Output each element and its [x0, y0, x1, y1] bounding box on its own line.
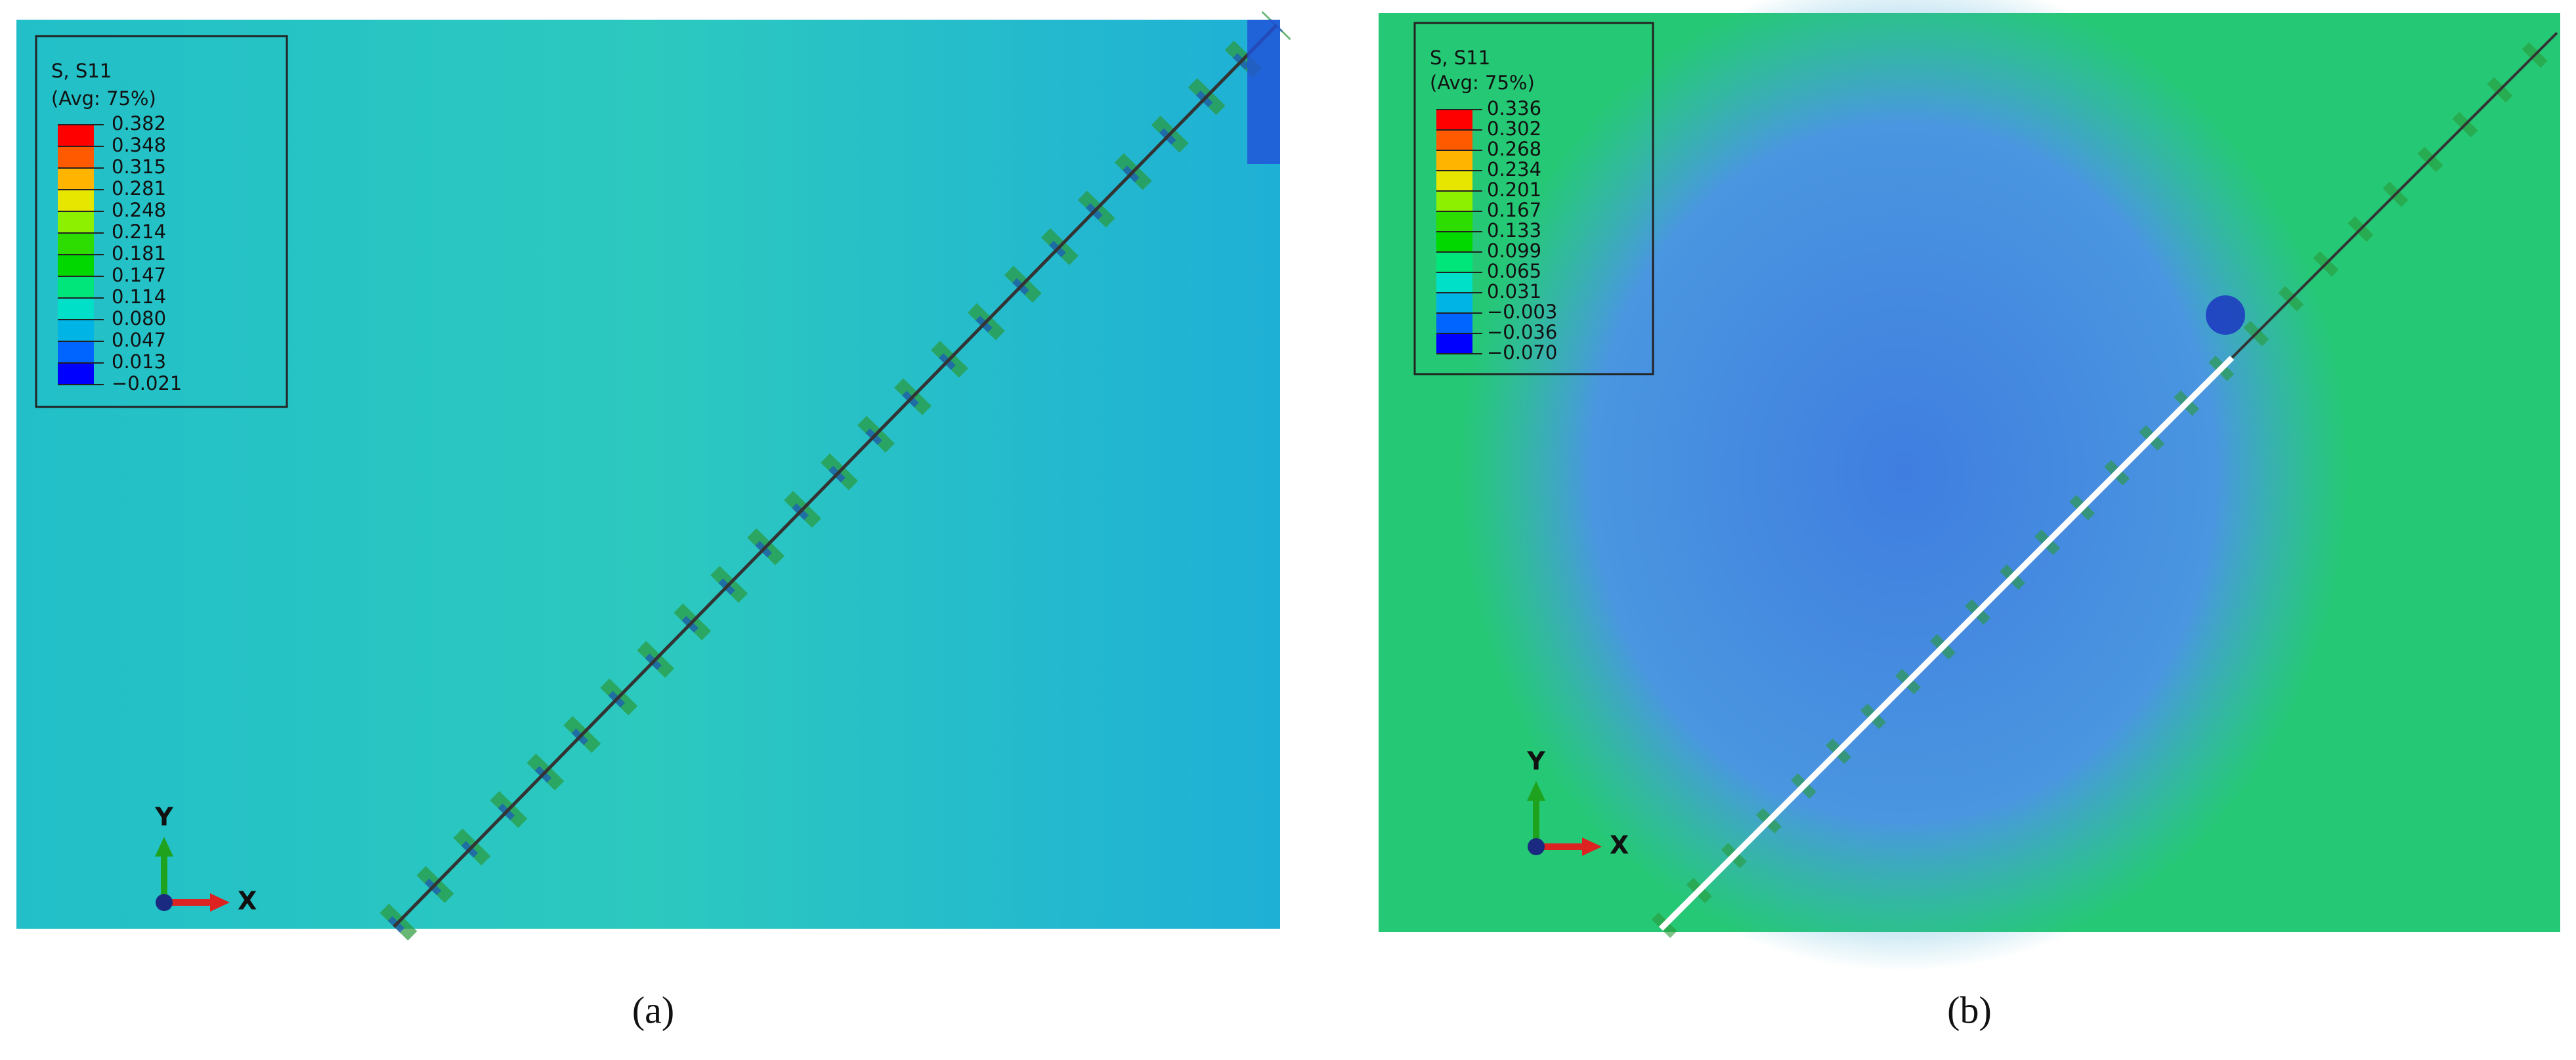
legend-value: −0.021: [112, 372, 182, 394]
axis-x-label: X: [238, 887, 257, 916]
legend-value: 0.080: [112, 307, 166, 329]
legend-value: 0.167: [1487, 199, 1541, 221]
legend-value: 0.099: [1487, 240, 1541, 262]
legend-box: [35, 35, 288, 408]
legend-value: 0.013: [112, 350, 166, 373]
legend-value: 0.114: [112, 286, 166, 308]
axis-origin: [1528, 838, 1545, 855]
legend-band: [58, 363, 94, 385]
legend-band: [58, 233, 94, 255]
legend-value: 0.214: [112, 221, 166, 243]
legend-value: 0.302: [1487, 117, 1541, 140]
legend-band: [1436, 252, 1472, 272]
legend-band: [1436, 191, 1472, 211]
legend-band: [58, 255, 94, 276]
legend-band: [58, 341, 94, 363]
axis-y-head: [155, 837, 173, 857]
panel-b-image: [1379, 0, 2567, 971]
axis-y-head: [1527, 781, 1545, 801]
legend-band: [1436, 171, 1472, 191]
legend-band: [1436, 110, 1472, 130]
legend-title: S, S11: [51, 60, 112, 82]
legend-band: [1436, 293, 1472, 313]
legend-subtitle: (Avg: 75%): [1430, 72, 1535, 94]
legend-value: 0.201: [1487, 179, 1541, 201]
legend-value: 0.065: [1487, 260, 1541, 282]
legend-value: 0.315: [112, 156, 166, 178]
legend-band: [58, 168, 94, 190]
legend-value: 0.047: [112, 329, 166, 351]
legend-band: [1436, 130, 1472, 150]
axis-origin: [156, 894, 173, 911]
axis-y-label: Y: [1526, 747, 1545, 776]
legend-value: 0.281: [112, 177, 166, 200]
legend-box: [1413, 22, 1654, 375]
axis-x-label: X: [1610, 831, 1629, 860]
legend-band: [58, 190, 94, 211]
legend-value: 0.268: [1487, 138, 1541, 160]
legend-band: [58, 276, 94, 298]
legend-band: [58, 146, 94, 168]
legend-band: [1436, 313, 1472, 333]
legend-subtitle: (Avg: 75%): [51, 87, 156, 110]
legend-value: 0.147: [112, 264, 166, 286]
panel-a-image: [16, 11, 1291, 941]
legend-band: [1436, 333, 1472, 354]
legend-band: [1436, 232, 1472, 252]
legend-value: 0.181: [112, 242, 166, 265]
legend-value: −0.070: [1487, 341, 1557, 364]
axis-y-label: Y: [154, 803, 173, 832]
legend-band: [58, 298, 94, 320]
legend-value: 0.348: [112, 134, 166, 156]
legend-band: [58, 125, 94, 146]
legend-value: 0.336: [1487, 97, 1541, 119]
legend-value: 0.133: [1487, 219, 1541, 242]
legend-value: 0.248: [112, 199, 166, 221]
legend-value: 0.382: [112, 112, 166, 135]
legend-value: −0.003: [1487, 301, 1557, 323]
legend-band: [58, 320, 94, 341]
axis-x-head: [210, 893, 230, 912]
legend-band: [58, 211, 94, 233]
legend-title: S, S11: [1430, 47, 1490, 69]
legend-band: [1436, 272, 1472, 293]
caption: (a): [632, 988, 674, 1031]
legend-band: [1436, 211, 1472, 232]
legend-value: 0.031: [1487, 280, 1541, 303]
axis-x-head: [1582, 837, 1602, 856]
caption: (b): [1947, 988, 1992, 1031]
legend-band: [1436, 150, 1472, 171]
legend-value: −0.036: [1487, 321, 1557, 343]
legend-value: 0.234: [1487, 158, 1541, 180]
